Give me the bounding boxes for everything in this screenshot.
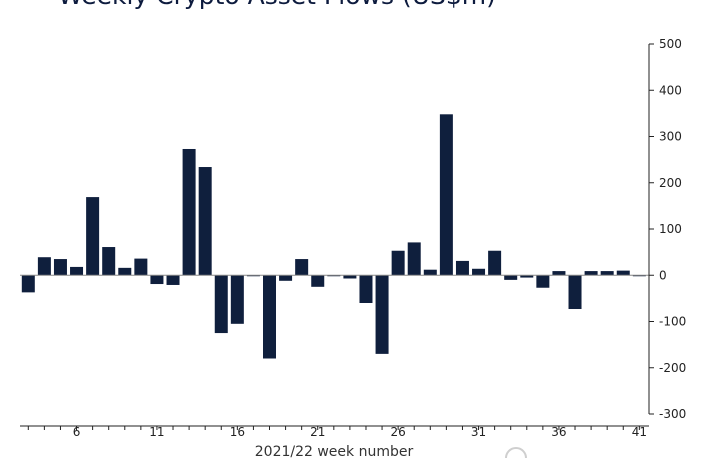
y-tick-label: -200	[659, 361, 686, 375]
bar-week-38	[584, 271, 598, 276]
bar-week-16	[230, 275, 244, 324]
bar-week-6	[70, 266, 84, 276]
bar-week-7	[86, 197, 100, 276]
bar-week-36	[552, 271, 566, 276]
x-tick-label: 6	[73, 425, 81, 439]
x-tick-label: 26	[390, 425, 405, 439]
bar-week-30	[455, 260, 469, 276]
bar-week-26	[391, 250, 405, 276]
bar-week-3	[21, 275, 35, 293]
bar-week-40	[616, 270, 630, 276]
x-tick-label: 11	[149, 425, 164, 439]
bar-week-39	[600, 271, 614, 276]
bar-week-21	[311, 275, 325, 287]
bar-week-29	[439, 114, 453, 276]
chart-title: Weekly Crypto Asset Flows (US$m)	[58, 0, 496, 10]
x-tick-label: 21	[310, 425, 325, 439]
bar-week-10	[134, 258, 148, 276]
bars-group	[21, 114, 646, 359]
bar-week-31	[472, 268, 486, 276]
bar-week-15	[214, 275, 228, 334]
y-tick-label: -100	[659, 315, 686, 329]
bar-week-35	[536, 275, 550, 288]
bar-week-27	[407, 242, 421, 276]
y-axis-ticks: 500 400 300 200 100 0 -100 -200 -300	[649, 37, 686, 421]
x-axis-ticks: 6 11 16 21 26 31 36 41	[27, 425, 647, 439]
x-tick-label: 36	[551, 425, 566, 439]
bar-week-19	[279, 275, 293, 281]
bar-week-5	[53, 259, 67, 276]
x-tick-label: 41	[632, 425, 647, 439]
bar-week-34	[520, 275, 534, 278]
y-tick-label: 200	[659, 176, 682, 190]
y-tick-label: 100	[659, 222, 682, 236]
bar-week-12	[166, 275, 180, 285]
bar-week-18	[263, 275, 276, 359]
bar-week-4	[37, 257, 51, 276]
bar-week-11	[150, 275, 164, 285]
y-tick-label: 400	[659, 83, 682, 97]
bar-week-14	[198, 167, 212, 276]
bar-week-28	[423, 269, 437, 276]
y-tick-label: 300	[659, 130, 682, 144]
x-tick-label: 16	[230, 425, 245, 439]
x-axis-label: 2021/22 week number	[255, 444, 414, 458]
bar-week-13	[182, 148, 196, 276]
bar-week-20	[295, 259, 309, 276]
y-tick-label: 0	[659, 268, 667, 282]
bar-week-25	[375, 275, 389, 354]
bar-week-9	[118, 267, 132, 276]
bar-week-24	[359, 275, 373, 303]
bar-week-8	[102, 247, 116, 276]
y-tick-label: 500	[659, 37, 682, 51]
bar-week-32	[488, 250, 502, 276]
bar-week-37	[568, 275, 582, 310]
bar-week-33	[504, 275, 518, 280]
bar-week-23	[343, 275, 357, 279]
x-tick-label: 31	[471, 425, 486, 439]
watermark-logo	[505, 447, 527, 458]
y-tick-label: -300	[659, 407, 686, 421]
